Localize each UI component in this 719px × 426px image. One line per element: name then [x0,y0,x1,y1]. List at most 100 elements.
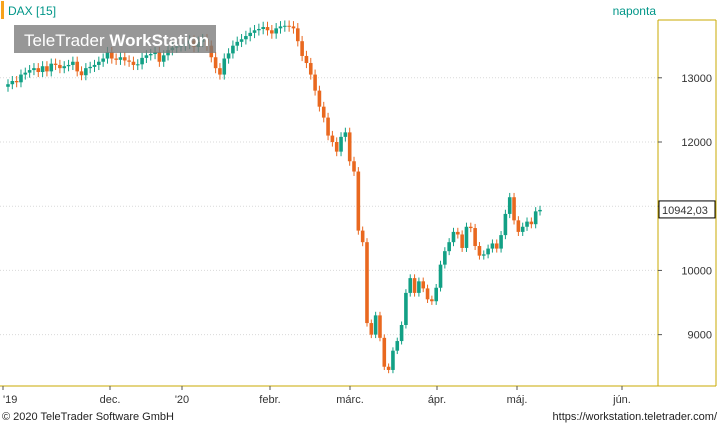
candle-body [222,58,227,75]
candle [66,59,71,72]
candle [257,23,261,36]
candle-body [14,81,19,83]
candle-body [79,71,84,76]
candle-body [334,142,339,152]
candle-body [430,299,434,302]
interval-label[interactable]: naponta [613,4,657,18]
candle [477,242,482,260]
candle-body [248,32,253,37]
candle-body [490,243,495,249]
candle-body [503,213,508,236]
candle [356,167,361,235]
candle-body [295,28,300,42]
candle-body [239,39,244,42]
candle [352,156,356,176]
candle [399,321,404,345]
candle-body [538,209,542,212]
candle-body [144,55,149,58]
candle-body [62,66,67,69]
candle [326,112,330,141]
candle [334,137,339,157]
candle [79,66,84,81]
x-tick-label: dec. [100,394,121,406]
candle [347,127,352,166]
candle-body [153,52,157,55]
candle-body [360,230,365,243]
candle [248,27,253,42]
candle-body [287,25,291,27]
candle [538,205,542,216]
candle-body [477,246,482,256]
candle [321,101,326,123]
candle-body [114,58,118,60]
candle-body [317,90,322,107]
candle-body [330,135,335,142]
candle-body [408,278,413,293]
watermark-product: WorkStation [109,31,209,50]
candle [6,79,10,92]
candle [460,230,464,252]
watermark-box [14,25,216,53]
candle-body [356,171,361,231]
candle [14,76,19,88]
candle-body [92,64,97,67]
candle-body [300,41,304,56]
candle [244,30,248,45]
candle [313,69,317,96]
candle-body [529,221,534,225]
candle-body [481,254,486,256]
candle-body [343,132,348,137]
candle [222,53,227,80]
candle [520,222,525,236]
candle-body [105,52,110,59]
candle-body [525,221,529,227]
candle-body [135,64,140,66]
candle [101,53,105,67]
candle-body [421,281,426,289]
candle-body [326,117,330,136]
candle [235,36,240,51]
candle [525,217,529,231]
candle [278,21,283,34]
candle-body [460,234,464,248]
candle-body [265,27,270,31]
candle-body [369,323,374,335]
candle-body [468,226,473,229]
candle [512,192,516,225]
candle [529,217,534,229]
candle [516,216,521,236]
candle-body [131,61,136,65]
candle [49,58,54,77]
candle [481,250,486,260]
candle [62,61,67,74]
candle [360,226,365,247]
candle [386,363,391,374]
candle-body [252,30,257,33]
candle-body [97,61,101,65]
candle [261,21,265,35]
y-tick-label: 12000 [681,137,712,149]
watermark-text: TeleTrader WorkStation [24,31,209,50]
candle-body [10,81,15,85]
last-price-marker: 10942,03 [658,200,716,219]
candle-body [365,242,369,324]
candle-body [40,66,45,73]
candle [10,76,15,90]
candle [23,67,28,80]
candle-body [347,132,352,162]
candle [408,274,413,297]
source-url[interactable]: https://workstation.teletrader.com/ [553,411,718,423]
last-price-label: 10942,03 [662,205,708,217]
candle [239,34,244,48]
candle [32,63,36,76]
candle-body [84,68,88,76]
candle [295,23,300,47]
y-tick-label: 13000 [681,73,712,85]
candle-body [399,325,404,342]
candle-body [283,25,287,27]
candle [84,63,88,81]
last-price-box [658,200,716,219]
candle [464,222,469,252]
candle-body [404,292,408,325]
candle-body [27,70,32,73]
